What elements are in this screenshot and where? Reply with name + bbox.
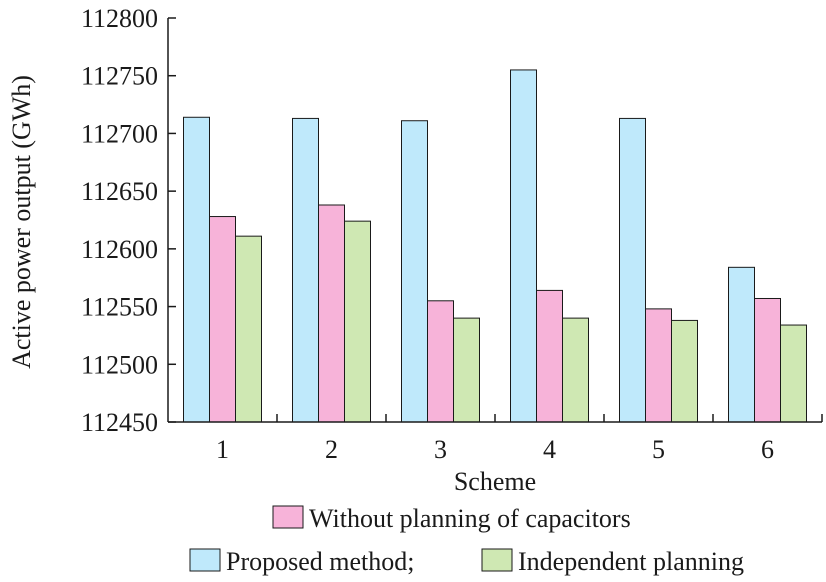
bar-series-3-scheme-3	[453, 317, 480, 423]
bar-series-3-scheme-1	[235, 235, 262, 423]
bar-series-3-scheme-6	[780, 324, 807, 423]
bar-series-1-scheme-2	[292, 117, 319, 423]
bar-series-2-scheme-2	[318, 204, 345, 423]
legend-swatch	[189, 548, 221, 572]
y-tick-label: 112650	[81, 177, 158, 206]
bar-series-1-scheme-5	[619, 117, 646, 423]
axes-group	[167, 18, 822, 423]
x-tick-label: 5	[652, 435, 665, 464]
legend-swatch	[481, 548, 513, 572]
bar-series-2-scheme-5	[645, 308, 672, 423]
y-tick-label: 112450	[81, 408, 158, 437]
bar-series-3-scheme-2	[344, 220, 371, 423]
y-tick-label: 112500	[81, 350, 158, 379]
bar-series-2-scheme-3	[427, 300, 454, 423]
y-tick-label: 112700	[81, 119, 158, 148]
bar-series-2-scheme-6	[754, 297, 781, 423]
legend-label: Independent planning	[518, 547, 744, 576]
x-tick-label: 1	[216, 435, 229, 464]
bar-series-3-scheme-4	[562, 317, 589, 423]
y-tick-label: 112550	[81, 293, 158, 322]
legend: Without planning of capacitors Proposed m…	[189, 504, 744, 576]
y-axis-title: Active power output (GWh)	[7, 75, 36, 369]
x-tick-label: 4	[543, 435, 556, 464]
x-tick-label: 6	[761, 435, 774, 464]
bar-series-2-scheme-4	[536, 289, 563, 423]
bar-series-2-scheme-1	[209, 216, 236, 423]
x-tick-label: 3	[434, 435, 447, 464]
legend-label: Without planning of capacitors	[309, 504, 631, 533]
y-tick-label: 112800	[81, 4, 158, 33]
bar-series-3-scheme-5	[671, 319, 698, 423]
x-tick-label: 2	[325, 435, 338, 464]
bars-group	[183, 69, 807, 423]
legend-swatch	[272, 505, 304, 529]
x-ticks-group: 1 2 3 4 5 6	[216, 414, 823, 464]
x-axis-title: Scheme	[454, 467, 536, 496]
y-tick-label: 112600	[81, 235, 158, 264]
y-ticks-group: 112450 112500 112550 112600 112650 112700 1127…	[81, 4, 176, 437]
bar-series-1-scheme-6	[728, 266, 755, 423]
bar-series-1-scheme-4	[510, 69, 537, 423]
legend-label: Proposed method;	[226, 547, 415, 576]
y-tick-label: 112750	[81, 62, 158, 91]
bar-series-1-scheme-1	[183, 116, 210, 423]
bar-series-1-scheme-3	[401, 120, 428, 423]
